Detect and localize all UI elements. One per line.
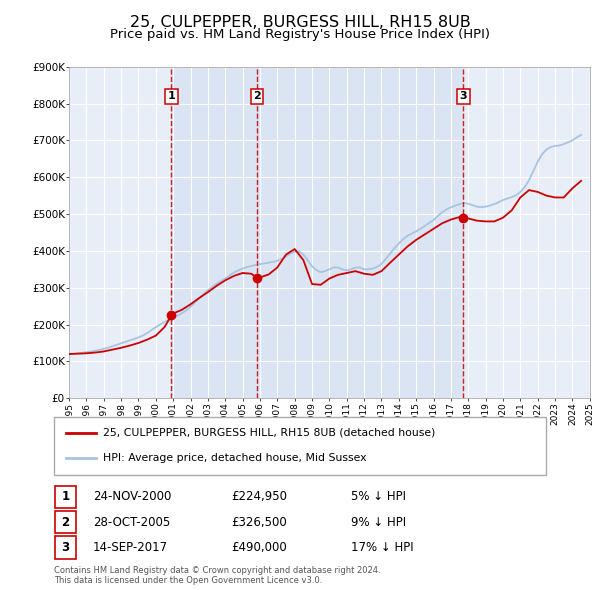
- Text: 1: 1: [61, 490, 70, 503]
- FancyBboxPatch shape: [55, 511, 76, 533]
- Bar: [172, 67, 257, 398]
- FancyBboxPatch shape: [55, 486, 76, 508]
- Text: Price paid vs. HM Land Registry's House Price Index (HPI): Price paid vs. HM Land Registry's House …: [110, 28, 490, 41]
- Text: £490,000: £490,000: [231, 541, 287, 554]
- Text: 14-SEP-2017: 14-SEP-2017: [93, 541, 168, 554]
- Text: 28-OCT-2005: 28-OCT-2005: [93, 516, 170, 529]
- Text: Contains HM Land Registry data © Crown copyright and database right 2024.
This d: Contains HM Land Registry data © Crown c…: [54, 566, 380, 585]
- Text: 17% ↓ HPI: 17% ↓ HPI: [351, 541, 413, 554]
- Text: 25, CULPEPPER, BURGESS HILL, RH15 8UB: 25, CULPEPPER, BURGESS HILL, RH15 8UB: [130, 15, 470, 30]
- FancyBboxPatch shape: [54, 417, 546, 475]
- Text: 2: 2: [253, 91, 261, 101]
- Text: £224,950: £224,950: [231, 490, 287, 503]
- Text: £326,500: £326,500: [231, 516, 287, 529]
- Text: 2: 2: [61, 516, 70, 529]
- Text: 1: 1: [167, 91, 175, 101]
- Text: 3: 3: [460, 91, 467, 101]
- Text: 9% ↓ HPI: 9% ↓ HPI: [351, 516, 406, 529]
- Text: 3: 3: [61, 541, 70, 554]
- Bar: [257, 67, 463, 398]
- Text: HPI: Average price, detached house, Mid Sussex: HPI: Average price, detached house, Mid …: [103, 453, 367, 463]
- Text: 25, CULPEPPER, BURGESS HILL, RH15 8UB (detached house): 25, CULPEPPER, BURGESS HILL, RH15 8UB (d…: [103, 428, 436, 438]
- FancyBboxPatch shape: [55, 536, 76, 559]
- Text: 24-NOV-2000: 24-NOV-2000: [93, 490, 172, 503]
- Text: 5% ↓ HPI: 5% ↓ HPI: [351, 490, 406, 503]
